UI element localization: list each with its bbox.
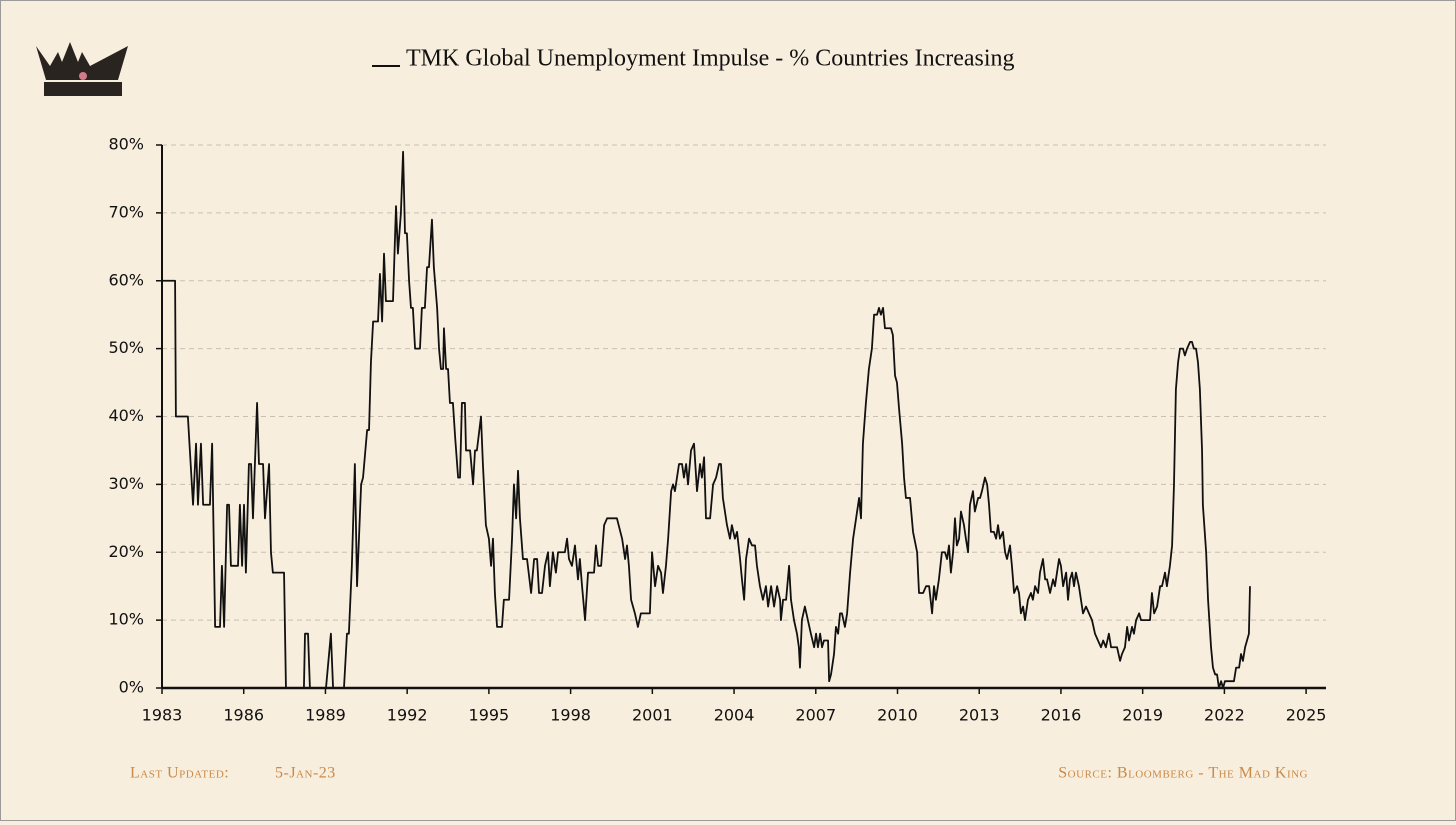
y-tick-label: 20% bbox=[108, 542, 144, 561]
x-tick-label: 2013 bbox=[959, 706, 1000, 725]
x-tick-label: 1998 bbox=[550, 706, 591, 725]
x-tick-label: 1986 bbox=[223, 706, 264, 725]
y-tick-label: 50% bbox=[108, 338, 144, 357]
x-tick-label: 1995 bbox=[469, 706, 510, 725]
legend-label: TMK Global Unemployment Impulse - % Coun… bbox=[406, 46, 1015, 72]
y-tick-label: 40% bbox=[108, 406, 144, 425]
logo bbox=[36, 42, 128, 96]
y-tick-label: 80% bbox=[108, 135, 144, 154]
y-tick-label: 0% bbox=[119, 678, 144, 697]
x-tick-label: 2016 bbox=[1041, 706, 1082, 725]
footer-label: Last Updated: bbox=[130, 765, 229, 782]
x-tick-label: 2022 bbox=[1204, 706, 1245, 725]
series-line bbox=[162, 150, 1251, 689]
y-tick-label: 60% bbox=[108, 270, 144, 289]
x-tick-label: 1992 bbox=[387, 706, 428, 725]
y-tick-label: 30% bbox=[108, 474, 144, 493]
y-tick-label: 10% bbox=[108, 610, 144, 629]
x-tick-label: 2019 bbox=[1122, 706, 1163, 725]
y-tick-label: 70% bbox=[108, 202, 144, 221]
x-tick-label: 2004 bbox=[714, 706, 755, 725]
x-tick-label: 2025 bbox=[1286, 706, 1327, 725]
x-tick-label: 2007 bbox=[795, 706, 836, 725]
x-tick-label: 2010 bbox=[877, 706, 918, 725]
footer-source: Source: Bloomberg - The Mad King bbox=[1058, 765, 1308, 782]
x-tick-label: 1989 bbox=[305, 706, 346, 725]
x-tick-label: 1983 bbox=[142, 706, 183, 725]
footer-date: 5-Jan-23 bbox=[275, 765, 336, 782]
x-tick-label: 2001 bbox=[632, 706, 673, 725]
